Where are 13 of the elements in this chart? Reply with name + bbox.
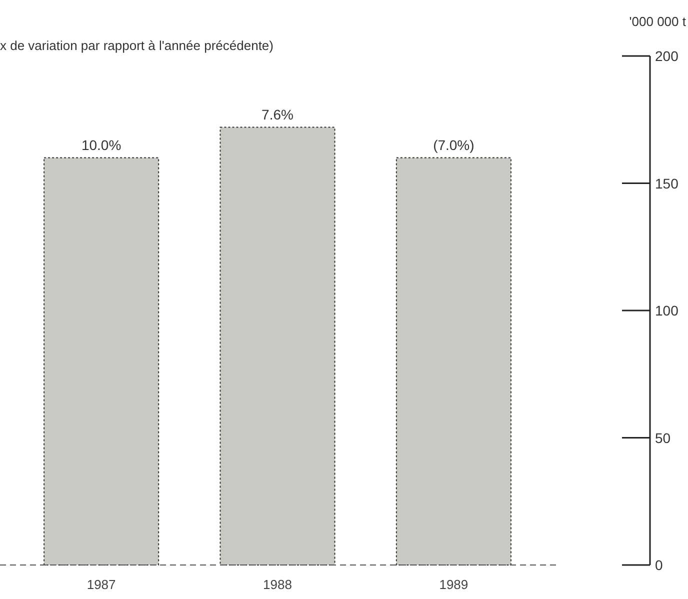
y-tick-label: 200 <box>655 48 679 64</box>
y-tick-label: 0 <box>655 557 663 573</box>
y-tick-label: 150 <box>655 175 679 192</box>
chart-title: x de variation par rapport à l'année précédente) <box>0 38 274 53</box>
y-tick-label: 100 <box>655 302 679 318</box>
y-tick-label: 50 <box>655 430 671 446</box>
x-tick-label: 1987 <box>86 577 116 592</box>
y-axis-title: '000 000 t <box>629 14 686 29</box>
x-tick-label: 1989 <box>439 577 468 592</box>
annotation: 7.6% <box>262 106 294 122</box>
annotation: (7.0%) <box>433 136 474 153</box>
x-tick-label: 1988 <box>263 577 292 592</box>
annotation: 10.0% <box>81 136 122 153</box>
